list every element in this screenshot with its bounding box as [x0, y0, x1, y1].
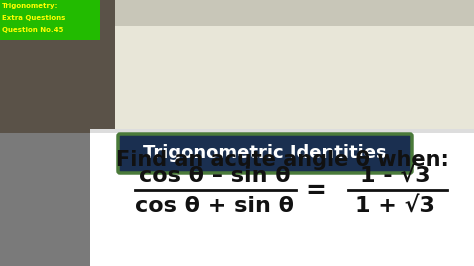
Bar [115, 0, 474, 26]
Text: cos θ + sin θ: cos θ + sin θ [136, 196, 294, 216]
Text: =: = [306, 179, 327, 203]
Text: Find an acute angle θ when:: Find an acute angle θ when: [116, 150, 448, 170]
Text: 1 + √3: 1 + √3 [355, 196, 435, 216]
Bar [115, 0, 474, 133]
Text: Extra Questions: Extra Questions [2, 15, 65, 21]
Text: Trigonometry:: Trigonometry: [2, 3, 58, 9]
FancyBboxPatch shape [118, 134, 412, 173]
Bar [0, 0, 115, 133]
Text: 1 - √3: 1 - √3 [360, 166, 430, 186]
Bar [90, 129, 474, 133]
Text: cos θ – sin θ: cos θ – sin θ [139, 166, 291, 186]
Bar [0, 0, 100, 40]
Text: Trigonometric Identities: Trigonometric Identities [143, 144, 387, 163]
Text: Question No.45: Question No.45 [2, 27, 64, 33]
Bar [90, 133, 474, 266]
